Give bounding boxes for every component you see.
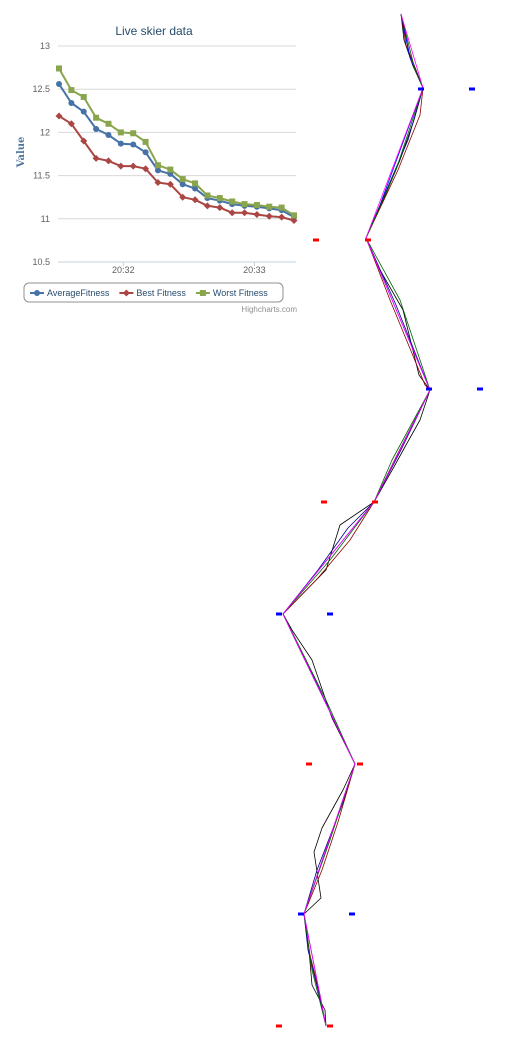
gate-post	[418, 88, 424, 91]
gate	[298, 913, 355, 916]
gate-post	[298, 913, 304, 916]
gate-post	[306, 763, 312, 766]
gate-post	[372, 501, 378, 504]
gate-post	[357, 763, 363, 766]
gate	[418, 88, 475, 91]
gate-post	[426, 388, 432, 391]
gates-group	[276, 88, 483, 1028]
gate-post	[477, 388, 483, 391]
gate	[321, 501, 378, 504]
gate-post	[313, 239, 319, 242]
gate	[313, 239, 371, 242]
gate	[426, 388, 483, 391]
skier-trajectory	[283, 14, 430, 1026]
gate-post	[327, 1025, 333, 1028]
gate-post	[327, 613, 333, 616]
gate-post	[276, 613, 282, 616]
gate-post	[365, 239, 371, 242]
gate-post	[276, 1025, 282, 1028]
trajectories-group	[283, 14, 430, 1026]
gate-post	[349, 913, 355, 916]
gate	[276, 1025, 333, 1028]
gate-post	[321, 501, 327, 504]
gate-post	[469, 88, 475, 91]
